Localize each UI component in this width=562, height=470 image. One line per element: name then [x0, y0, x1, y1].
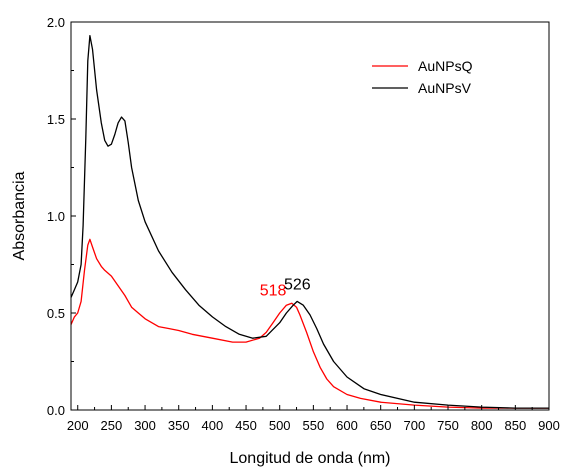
x-tick-label: 300 [134, 418, 156, 433]
y-tick-label: 2.0 [47, 15, 65, 30]
legend-label-aunpsv: AuNPsV [418, 80, 472, 96]
series-line-aunpsq [70, 238, 549, 409]
series-line-aunpsv [70, 34, 549, 409]
x-tick-label: 500 [269, 418, 291, 433]
x-tick-label: 850 [504, 418, 526, 433]
x-tick-label: 350 [168, 418, 190, 433]
y-tick-label: 1.5 [47, 112, 65, 127]
x-axis-title: Longitud de onda (nm) [230, 450, 391, 467]
y-tick-label: 1.0 [47, 209, 65, 224]
x-tick-label: 800 [471, 418, 493, 433]
x-tick-label: 550 [303, 418, 325, 433]
x-tick-label: 400 [202, 418, 224, 433]
y-axis-title: Absorbancia [11, 171, 28, 260]
peak-label-518: 518 [260, 282, 287, 299]
x-tick-label: 600 [336, 418, 358, 433]
x-tick-label: 900 [538, 418, 560, 433]
y-axis: 0.0 0.5 1.0 1.5 2.0 [47, 15, 76, 418]
series-lines [70, 34, 549, 409]
x-tick-label: 250 [101, 418, 123, 433]
x-tick-label: 750 [437, 418, 459, 433]
y-tick-label: 0.5 [47, 306, 65, 321]
x-tick-label: 200 [67, 418, 89, 433]
x-tick-label: 650 [370, 418, 392, 433]
x-tick-label: 700 [404, 418, 426, 433]
y-tick-label: 0.0 [47, 403, 65, 418]
x-axis: 200 250 300 350 400 450 500 550 600 650 700 750 800 8… [67, 405, 560, 433]
legend: AuNPsQ AuNPsV [372, 58, 473, 96]
legend-label-aunpsq: AuNPsQ [418, 58, 473, 74]
x-tick-label: 450 [235, 418, 257, 433]
peak-label-526: 526 [284, 276, 311, 293]
